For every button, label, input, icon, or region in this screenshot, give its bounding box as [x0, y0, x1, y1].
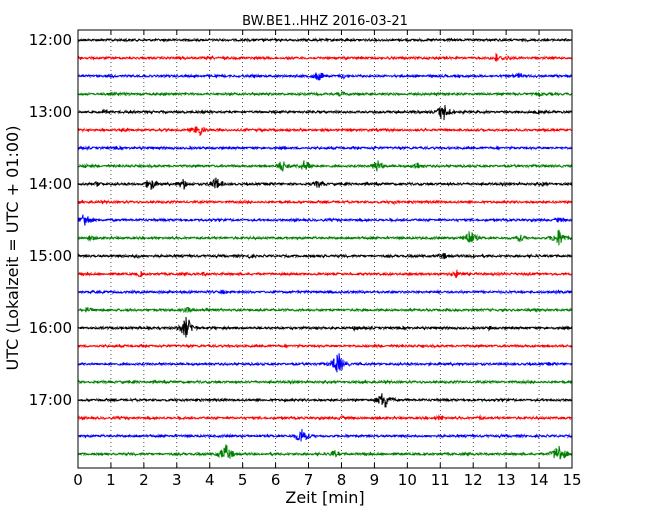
seismogram-trace	[77, 316, 573, 338]
x-tick-label: 14	[530, 471, 549, 489]
y-tick-label: 12:00	[29, 31, 72, 49]
x-tick-label: 11	[431, 471, 450, 489]
plot-frame	[77, 29, 573, 469]
x-tick-label: 15	[562, 471, 581, 489]
x-tick-label: 5	[238, 471, 248, 489]
seismogram-trace	[77, 72, 573, 81]
x-axis: 0 1 2 3 4 5 6 7 8 9 10 11 12 13 14 15	[73, 30, 582, 489]
seismogram-trace	[77, 52, 573, 63]
seismogram-trace	[77, 91, 573, 98]
seismogram-trace	[77, 379, 573, 385]
x-tick-label: 7	[304, 471, 314, 489]
seismogram-trace	[77, 160, 573, 172]
seismogram-trace	[77, 252, 573, 260]
seismogram-trace	[77, 429, 573, 442]
x-tick-label: 8	[337, 471, 347, 489]
seismogram-trace	[77, 145, 573, 151]
seismogram-trace	[77, 414, 573, 421]
y-axis: 12:00 13:00 14:00 15:00 16:00 17:00	[29, 31, 572, 409]
seismogram-trace	[77, 125, 573, 137]
seismogram-trace	[77, 269, 573, 279]
seismogram-traces	[77, 37, 573, 460]
y-tick-label: 16:00	[29, 319, 72, 337]
x-tick-label: 1	[106, 471, 116, 489]
x-tick-label: 13	[497, 471, 516, 489]
chart-title: BW.BE1..HHZ 2016-03-21	[242, 14, 408, 29]
x-tick-label: 0	[73, 471, 83, 489]
y-tick-label: 15:00	[29, 247, 72, 265]
x-tick-label: 10	[398, 471, 417, 489]
vertical-grid	[110, 30, 540, 468]
seismogram-trace	[77, 214, 573, 226]
seismogram-trace	[77, 199, 573, 206]
seismogram-trace	[77, 393, 573, 408]
x-tick-label: 3	[172, 471, 182, 489]
x-tick-label: 9	[370, 471, 380, 489]
seismogram-trace	[77, 37, 573, 43]
x-tick-label: 2	[139, 471, 149, 489]
x-tick-label: 4	[205, 471, 215, 489]
seismogram-trace	[77, 104, 573, 121]
seismogram-trace	[77, 229, 573, 246]
seismogram-trace	[77, 177, 573, 190]
x-axis-label: Zeit [min]	[285, 488, 364, 507]
y-tick-label: 17:00	[29, 391, 72, 409]
seismogram-trace	[77, 306, 573, 314]
y-axis-label: UTC (Lokalzeit = UTC + 01:00)	[3, 126, 22, 371]
x-tick-label: 6	[271, 471, 281, 489]
seismogram-trace	[77, 353, 573, 373]
y-tick-label: 14:00	[29, 175, 72, 193]
y-tick-label: 13:00	[29, 103, 72, 121]
seismogram-trace	[77, 343, 573, 349]
seismogram-trace	[77, 289, 573, 295]
x-tick-label: 12	[464, 471, 483, 489]
seismogram-trace	[77, 444, 573, 460]
